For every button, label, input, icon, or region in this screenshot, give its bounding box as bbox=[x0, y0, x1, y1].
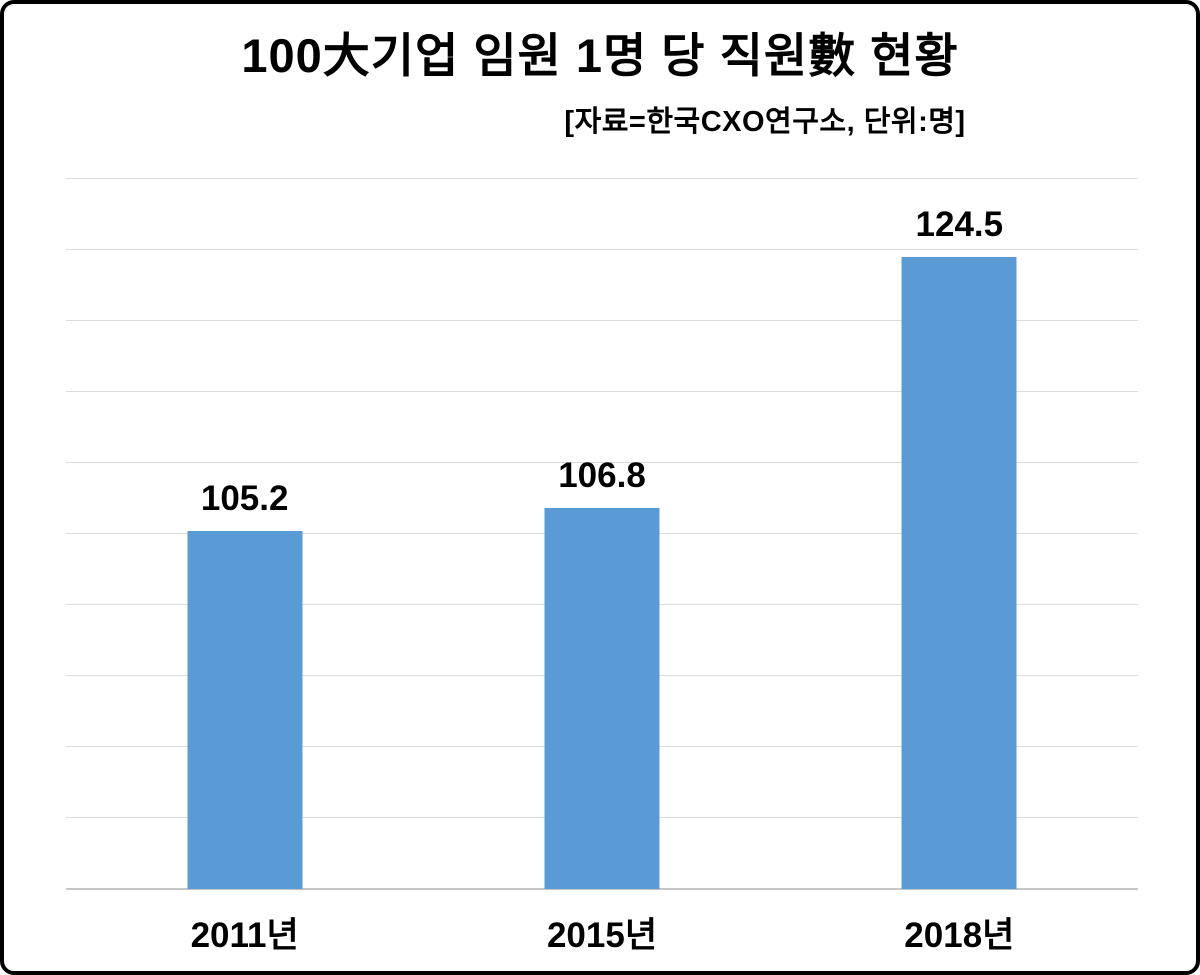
x-axis-line bbox=[66, 888, 1138, 890]
gridline bbox=[66, 178, 1138, 179]
bar bbox=[544, 508, 660, 889]
bar-value-label: 105.2 bbox=[200, 479, 289, 519]
gridline bbox=[66, 249, 1138, 250]
x-axis-label: 2015년 bbox=[546, 916, 658, 955]
chart-source-note: [자료=한국CXO연구소, 단위:명] bbox=[564, 105, 966, 138]
gridline bbox=[66, 320, 1138, 321]
bar bbox=[187, 531, 303, 889]
bar bbox=[901, 257, 1017, 889]
bar-value-label: 124.5 bbox=[915, 205, 1004, 245]
x-axis-label: 2018년 bbox=[904, 916, 1015, 955]
bar-value-label: 106.8 bbox=[558, 456, 646, 496]
x-axis-label: 2011년 bbox=[190, 916, 299, 955]
gridline bbox=[66, 391, 1138, 392]
x-axis: 2011년 2015년 2018년 bbox=[66, 907, 1138, 967]
plot-area: 105.2 106.8 124.5 bbox=[66, 178, 1138, 890]
chart-title: 100大기업 임원 1명 당 직원數 현황 bbox=[241, 29, 959, 82]
gridline bbox=[66, 462, 1138, 463]
